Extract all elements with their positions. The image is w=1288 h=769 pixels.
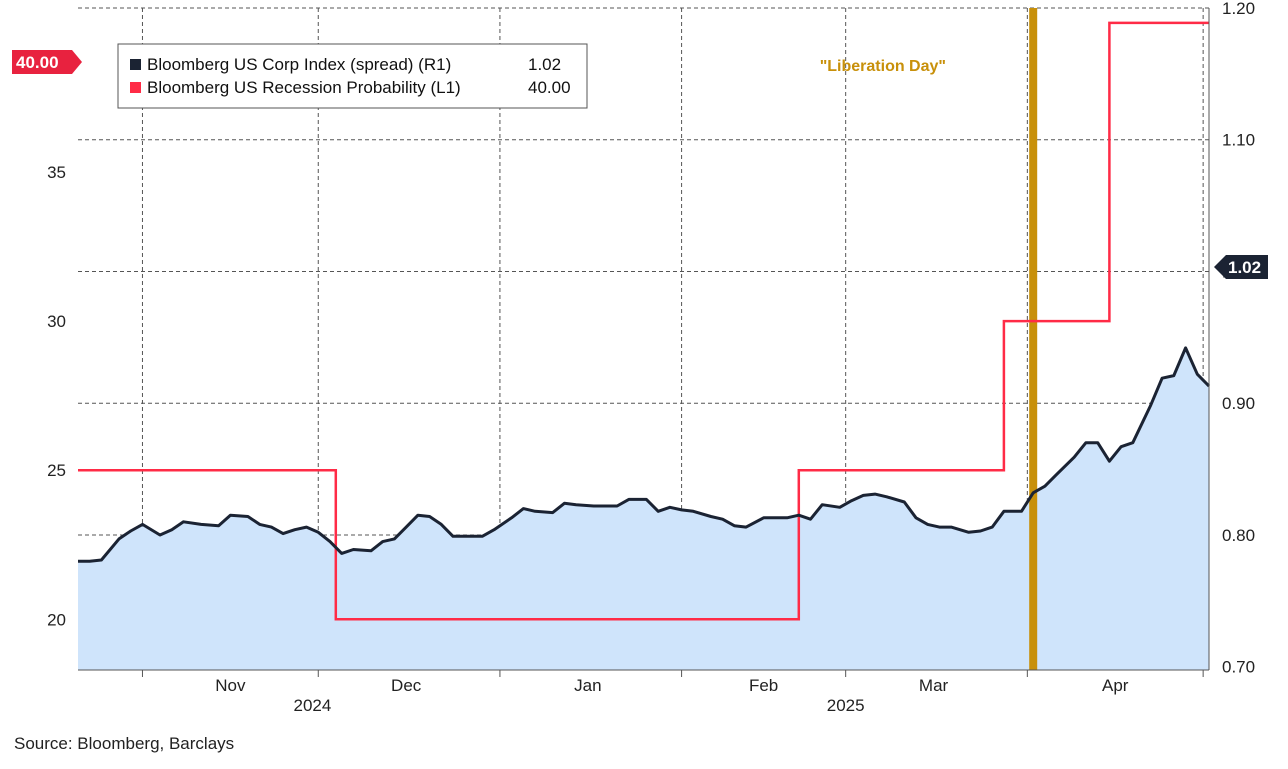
left-tick-label: 35 <box>47 163 66 182</box>
event-annotation: "Liberation Day" <box>820 58 946 75</box>
x-year-label: 2024 <box>293 696 331 715</box>
grid <box>78 7 1209 670</box>
legend: Bloomberg US Corp Index (spread) (R1) 1.… <box>117 43 588 109</box>
right-badge-shape <box>1214 255 1268 279</box>
left-badge-value: 40.00 <box>16 53 59 72</box>
legend-swatch-probability <box>130 82 141 93</box>
right-tick-label: 0.80 <box>1222 526 1255 545</box>
x-tick-label: Jan <box>574 676 601 695</box>
legend-swatch-spread <box>130 59 141 70</box>
right-tick-label: 0.70 <box>1222 658 1255 677</box>
right-value-badge: 1.02 <box>1214 255 1268 279</box>
right-tick-label: 1.10 <box>1222 131 1255 150</box>
left-badge-shape <box>12 50 82 74</box>
left-tick-label: 30 <box>47 312 66 331</box>
left-value-badge: 40.00 <box>12 50 82 74</box>
x-tick-label: Mar <box>919 676 949 695</box>
right-tick-label: 1.20 <box>1222 0 1255 18</box>
x-tick-label: Apr <box>1102 676 1129 695</box>
spread-line <box>78 346 1211 563</box>
right-badge-value: 1.02 <box>1228 258 1261 277</box>
left-tick-label: 20 <box>47 610 66 629</box>
legend-value-spread: 1.02 <box>528 55 561 74</box>
x-tick-label: Dec <box>391 676 422 695</box>
probability-line <box>78 21 1209 621</box>
right-tick-label: 0.90 <box>1222 394 1255 413</box>
x-year-label: 2025 <box>827 696 865 715</box>
legend-label-spread: Bloomberg US Corp Index (spread) (R1) <box>147 55 451 74</box>
spread-area <box>78 347 1209 670</box>
legend-value-probability: 40.00 <box>528 78 571 97</box>
legend-box <box>117 43 588 109</box>
source-note: Source: Bloomberg, Barclays <box>14 734 235 753</box>
x-tick-label: Nov <box>215 676 246 695</box>
x-tick-label: Feb <box>749 676 778 695</box>
left-tick-label: 25 <box>47 461 66 480</box>
legend-label-probability: Bloomberg US Recession Probability (L1) <box>147 78 461 97</box>
